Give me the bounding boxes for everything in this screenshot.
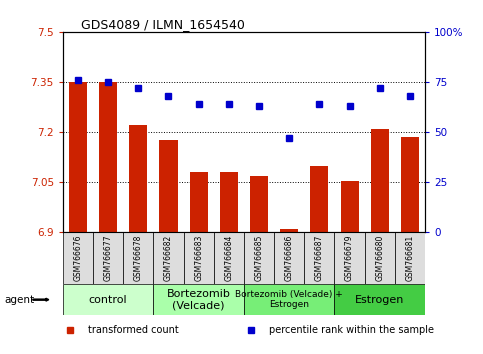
Bar [220,172,238,232]
Bar [69,82,87,232]
Text: GSM766680: GSM766680 [375,235,384,281]
Bar [365,232,395,284]
Bar [401,137,419,232]
Text: GSM766683: GSM766683 [194,235,203,281]
Text: GSM766686: GSM766686 [284,235,294,281]
Bar [123,232,154,284]
Bar [334,284,425,315]
Text: control: control [89,295,128,305]
Bar [311,166,328,232]
Bar [244,284,334,315]
Text: Bortezomib (Velcade) +
Estrogen: Bortezomib (Velcade) + Estrogen [235,290,343,309]
Bar [154,284,244,315]
Text: GSM766685: GSM766685 [255,235,264,281]
Text: transformed count: transformed count [88,325,179,335]
Bar [341,181,358,232]
Bar [159,141,178,232]
Text: GSM766677: GSM766677 [103,235,113,281]
Bar [334,232,365,284]
Bar [154,232,184,284]
Bar [371,129,389,232]
Text: GSM766676: GSM766676 [73,235,83,281]
Text: Bortezomib
(Velcade): Bortezomib (Velcade) [167,289,230,310]
Text: GDS4089 / ILMN_1654540: GDS4089 / ILMN_1654540 [81,18,245,31]
Bar [129,125,147,232]
Text: GSM766687: GSM766687 [315,235,324,281]
Bar [280,229,298,232]
Bar [184,232,213,284]
Text: GSM766679: GSM766679 [345,235,354,281]
Text: GSM766682: GSM766682 [164,235,173,281]
Bar [213,232,244,284]
Bar [274,232,304,284]
Bar [189,172,208,232]
Text: GSM766684: GSM766684 [224,235,233,281]
Bar [93,232,123,284]
Text: percentile rank within the sample: percentile rank within the sample [270,325,434,335]
Bar [63,232,93,284]
Bar [63,284,154,315]
Text: agent: agent [5,295,35,305]
Bar [250,176,268,232]
Text: GSM766681: GSM766681 [405,235,414,281]
Bar [304,232,334,284]
Bar [395,232,425,284]
Text: Estrogen: Estrogen [355,295,404,305]
Bar [244,232,274,284]
Text: GSM766678: GSM766678 [134,235,143,281]
Bar [99,82,117,232]
